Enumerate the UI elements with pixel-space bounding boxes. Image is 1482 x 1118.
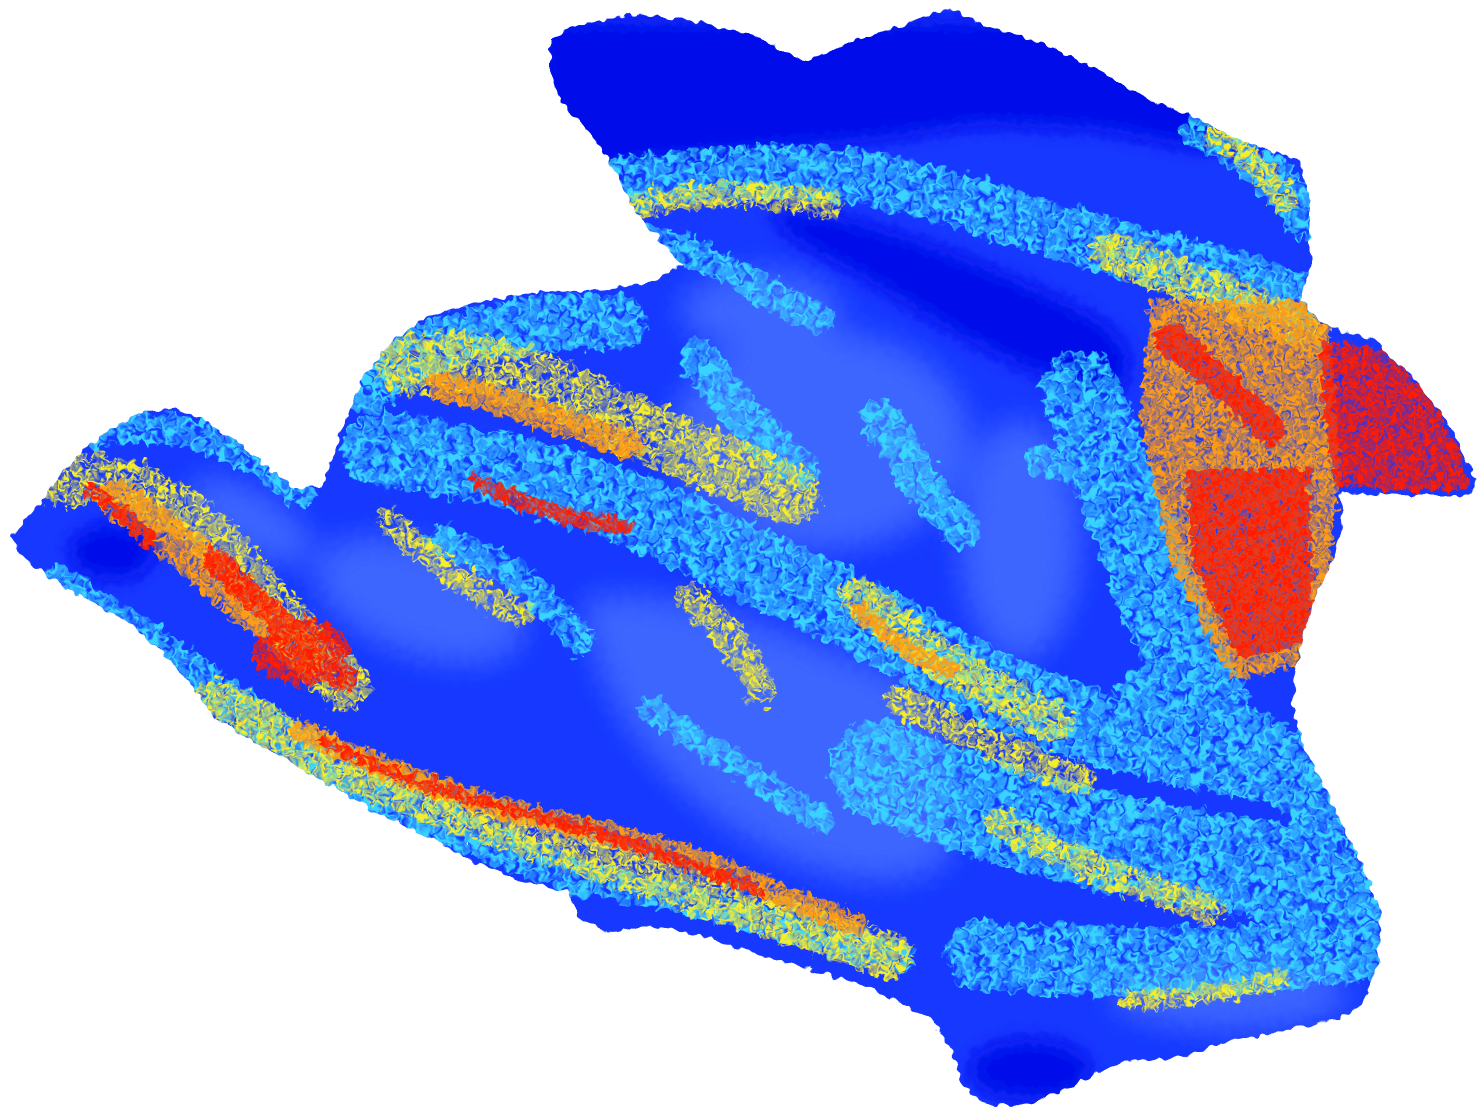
cyan-band [80,412,315,507]
red-zones [82,325,1470,896]
red-band [319,736,766,896]
light-blue-zone [187,476,313,564]
yellow-band [377,507,533,628]
cyan-band [680,340,820,490]
red-area [1185,468,1312,660]
cyan-band [830,720,1390,930]
cyan-band [425,525,595,655]
red-band [1155,325,1285,445]
light-blue-zone [680,270,840,350]
cyan-band [1115,665,1355,835]
yellow-band [627,182,843,218]
orange-band [851,601,959,679]
cyan-band [342,412,1338,808]
cyan-band [1025,445,1175,535]
cyan-band [635,225,835,335]
red-band [82,482,158,548]
red-band [469,473,634,535]
deep-blue-zone [770,210,1129,395]
yellow-band [1120,970,1290,1010]
orange-band [426,371,644,459]
yellow-band [1202,122,1298,213]
cyan-band [1040,350,1250,740]
deep-blue-zone [970,1040,1090,1100]
cyan-band [945,910,1400,997]
light-blue-zone [960,420,1080,660]
red-band [202,547,358,693]
yellow-band [675,585,775,705]
red-area [1320,340,1470,492]
cyan-band [860,400,980,550]
cyan-band [637,697,833,833]
deep-blue-zone [70,524,154,580]
yellow-band [375,331,820,525]
yellow-band [192,677,913,978]
yellow-band [985,807,1225,925]
yellow-band [885,685,1095,795]
